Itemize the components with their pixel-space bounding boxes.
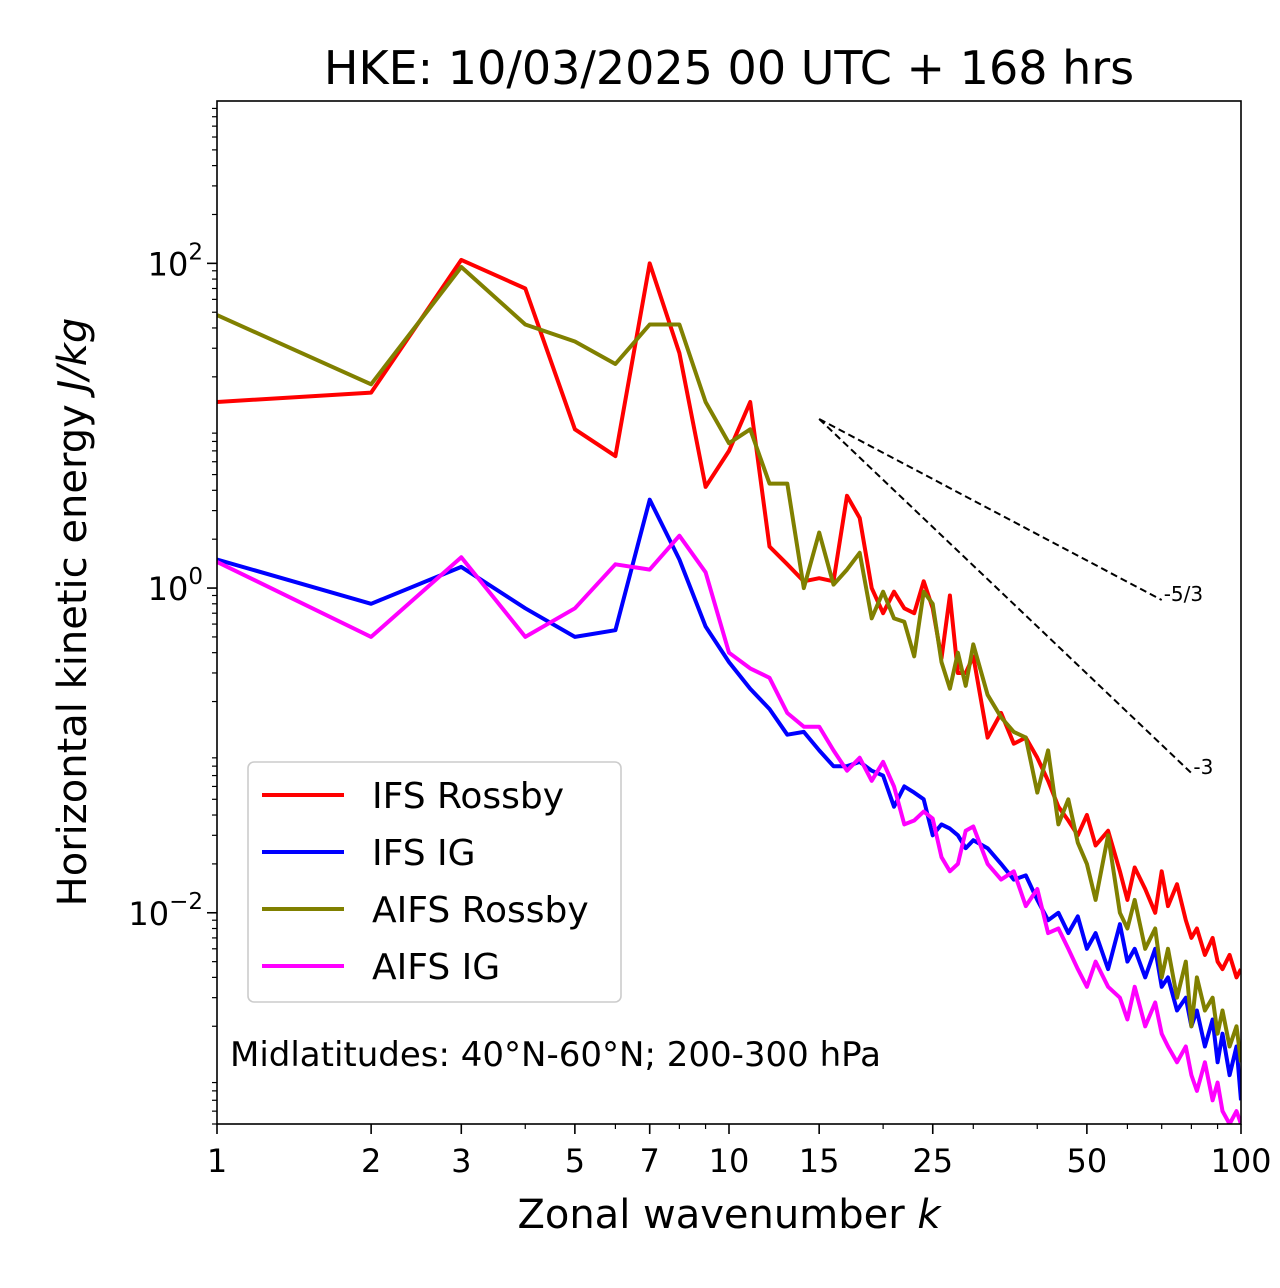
x-axis-label: Zonal wavenumber k	[517, 1192, 942, 1238]
x-tick-label: 100	[1210, 1142, 1271, 1180]
series-line-ifs-rossby	[217, 257, 1241, 980]
series-lines	[217, 257, 1241, 1124]
slope-labels: -5/3 -3	[1164, 582, 1214, 779]
x-tick-label: 3	[451, 1142, 471, 1180]
region-annotation: Midlatitudes: 40°N-60°N; 200-300 hPa	[230, 1035, 881, 1075]
x-tick-label: 1	[207, 1142, 227, 1180]
x-axis-ticks: 1 2 3 5 7 10 15 25 50 100	[207, 1124, 1272, 1180]
y-tick-label: 102	[148, 239, 203, 283]
x-tick-label: 15	[799, 1142, 840, 1180]
series-line-aifs-ig	[217, 533, 1241, 1124]
legend-label: AIFS IG	[372, 947, 500, 988]
legend-box	[247, 761, 622, 1003]
x-tick-label: 25	[912, 1142, 953, 1180]
plot-area: 1 2 3 5 7 10 15 25 50 100 102 100 10−2 -5/3 -3	[128, 100, 1272, 1180]
y-tick-label: 100	[148, 564, 203, 608]
x-tick-label: 50	[1067, 1142, 1108, 1180]
y-axis-label: Horizontal kinetic energy J/kg	[50, 318, 96, 907]
series-line-aifs-rossby	[217, 265, 1241, 1063]
y-axis-ticks: 102 100 10−2	[128, 107, 217, 1125]
reference-slopes	[818, 418, 1193, 774]
x-tick-label: 2	[361, 1142, 381, 1180]
slope-label: -3	[1193, 755, 1213, 779]
slope-line	[818, 418, 1163, 601]
x-tick-label: 7	[640, 1142, 660, 1180]
chart-title: HKE: 10/03/2025 00 UTC + 168 hrs	[324, 41, 1134, 95]
y-tick-label: 10−2	[128, 889, 203, 933]
legend-label: IFS IG	[372, 833, 476, 874]
x-tick-label: 5	[565, 1142, 585, 1180]
legend-label: IFS Rossby	[372, 776, 564, 817]
x-tick-label: 10	[709, 1142, 750, 1180]
slope-line	[818, 418, 1193, 774]
legend-label: AIFS Rossby	[372, 890, 589, 931]
slope-label: -5/3	[1164, 582, 1203, 606]
legend: IFS Rossby IFS IG AIFS Rossby AIFS IG	[247, 761, 622, 1003]
